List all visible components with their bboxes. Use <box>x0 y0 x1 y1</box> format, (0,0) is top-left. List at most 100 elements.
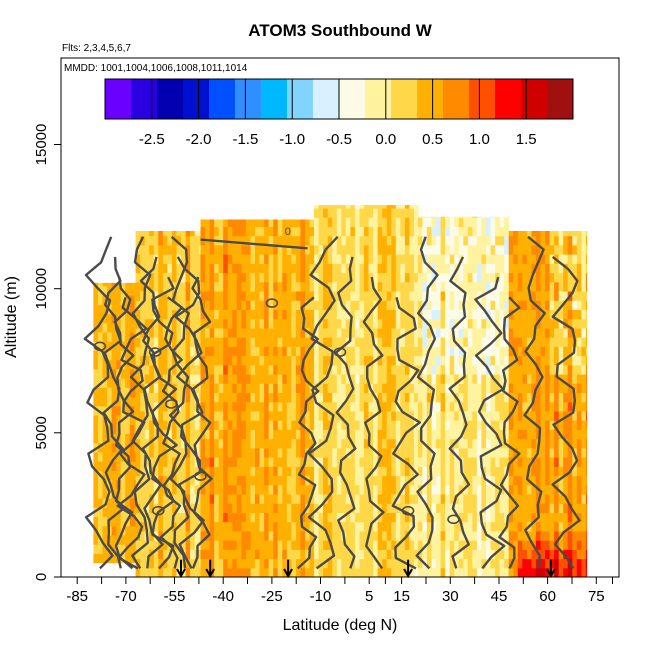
field-cell <box>426 429 432 440</box>
field-cell <box>318 410 324 421</box>
field-cell <box>286 549 292 560</box>
field-cell <box>522 254 528 264</box>
field-cell <box>463 549 469 560</box>
field-cell <box>264 503 270 513</box>
field-cell <box>341 235 347 246</box>
field-cell <box>144 309 150 320</box>
field-cell <box>162 235 168 246</box>
field-cell <box>314 235 320 246</box>
field-cell <box>549 392 555 403</box>
field-cell <box>526 540 532 550</box>
field-cell <box>158 549 164 560</box>
field-cell <box>125 424 131 434</box>
field-cell <box>314 281 320 292</box>
field-cell <box>354 410 360 421</box>
field-cell <box>540 549 546 560</box>
field-cell <box>268 383 274 393</box>
field-cell <box>440 429 446 440</box>
field-cell <box>377 512 383 523</box>
field-cell <box>431 272 437 283</box>
field-cell <box>585 420 588 430</box>
field-cell <box>264 466 270 477</box>
field-cell <box>300 346 306 357</box>
field-cell <box>354 364 360 375</box>
field-cell <box>167 530 173 541</box>
field-cell <box>323 512 329 523</box>
field-cell <box>463 355 469 366</box>
field-cell <box>359 457 365 467</box>
field-cell <box>554 300 560 310</box>
field-cell <box>386 521 392 532</box>
field-cell <box>305 392 311 403</box>
field-cell <box>268 291 274 301</box>
field-cell <box>199 327 202 338</box>
field-cell <box>268 494 274 504</box>
field-cell <box>364 494 370 504</box>
field-cell <box>185 300 191 310</box>
zero-contour-line <box>159 296 184 569</box>
field-cell <box>144 235 150 246</box>
field-cell <box>513 337 519 347</box>
field-cell <box>504 254 510 264</box>
field-cell <box>517 512 523 523</box>
field-cell <box>345 558 351 569</box>
field-cell <box>585 503 588 513</box>
field-cell <box>309 420 315 430</box>
field-cell <box>350 540 356 550</box>
field-cell <box>463 494 469 504</box>
field-cell <box>245 475 251 486</box>
field-cell <box>135 457 141 467</box>
field-cell <box>205 254 211 264</box>
field-cell <box>218 219 224 227</box>
field-cell <box>354 235 360 246</box>
field-cell <box>232 254 238 264</box>
field-cell <box>422 549 428 560</box>
field-cell <box>236 337 242 347</box>
field-cell <box>373 235 379 246</box>
field-cell <box>345 374 351 384</box>
field-cell <box>517 475 523 486</box>
field-cell <box>176 263 182 274</box>
field-cell <box>508 217 510 227</box>
field-cell <box>232 272 238 283</box>
field-cell <box>513 475 519 486</box>
field-cell <box>572 300 578 310</box>
field-cell <box>458 567 464 577</box>
field-cell <box>467 327 473 338</box>
field-cell <box>291 281 297 292</box>
field-cell <box>190 420 196 430</box>
field-cell <box>449 429 455 440</box>
field-cell <box>391 226 397 237</box>
field-cell <box>454 291 460 301</box>
field-cell <box>508 355 514 366</box>
field-cell <box>449 355 455 366</box>
field-cell <box>440 254 446 264</box>
field-cell <box>277 383 283 393</box>
field-cell <box>93 424 99 434</box>
field-cell <box>581 231 587 237</box>
field-cell <box>149 235 155 246</box>
field-cell <box>382 281 388 292</box>
field-cell <box>107 544 113 554</box>
field-cell <box>395 466 401 477</box>
field-cell <box>449 438 455 449</box>
field-cell <box>149 540 155 550</box>
field-cell <box>414 337 419 347</box>
field-cell <box>354 484 360 495</box>
field-cell <box>98 488 104 499</box>
field-cell <box>140 410 146 421</box>
field-cell <box>140 355 146 366</box>
field-cell <box>332 205 338 209</box>
field-cell <box>332 429 338 440</box>
field-cell <box>144 364 150 375</box>
field-cell <box>472 410 478 421</box>
field-cell <box>318 484 324 495</box>
field-cell <box>458 494 464 504</box>
field-cell <box>153 503 159 513</box>
field-cell <box>268 457 274 467</box>
field-cell <box>445 272 451 283</box>
field-cell <box>373 383 379 393</box>
field-cell <box>236 540 242 550</box>
field-cell <box>463 337 469 347</box>
field-cell <box>454 410 460 421</box>
